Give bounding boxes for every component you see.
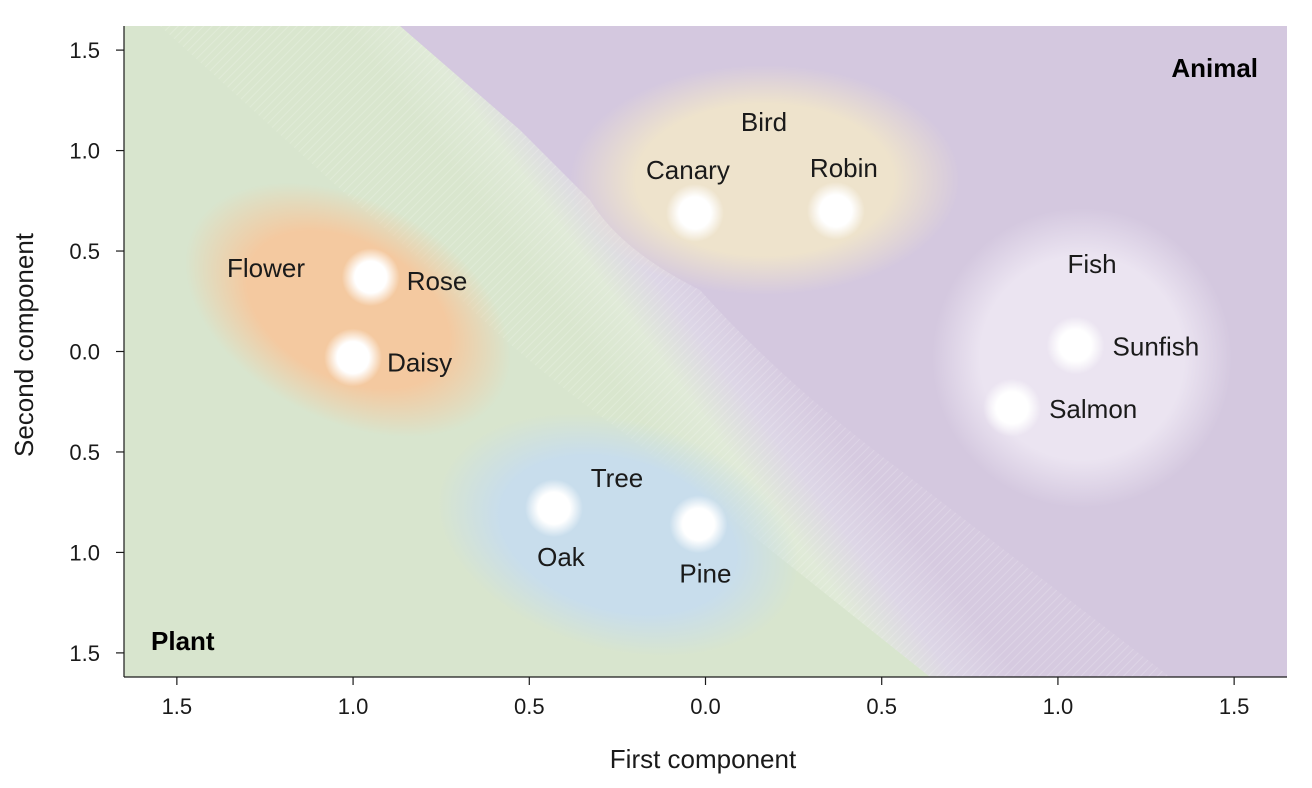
group-label-tree: Tree — [591, 463, 644, 493]
region-label-animal: Animal — [1171, 53, 1258, 83]
point-label-daisy: Daisy — [387, 348, 452, 378]
y-tick-label: 0.5 — [69, 239, 100, 264]
x-tick-label: 1.5 — [162, 694, 193, 719]
y-tick-label: 1.5 — [69, 38, 100, 63]
x-axis-title: First component — [610, 744, 797, 774]
x-tick-label: 1.0 — [1043, 694, 1074, 719]
point-canary — [665, 183, 724, 242]
point-label-salmon: Salmon — [1049, 394, 1137, 424]
y-tick-label: 0.5 — [69, 440, 100, 465]
point-rose — [341, 248, 400, 307]
x-tick-label: 1.0 — [338, 694, 369, 719]
x-tick-label: 0.5 — [866, 694, 897, 719]
point-sunfish — [1046, 316, 1105, 375]
point-label-oak: Oak — [537, 542, 586, 572]
flower-cluster — [185, 182, 511, 438]
point-label-pine: Pine — [679, 558, 731, 588]
point-salmon — [983, 378, 1042, 437]
group-label-bird: Bird — [741, 107, 787, 137]
y-tick-label: 1.0 — [69, 540, 100, 565]
point-robin — [806, 181, 865, 240]
tree-cluster — [437, 413, 799, 657]
y-tick-label: 1.0 — [69, 139, 100, 164]
y-tick-label: 1.5 — [69, 641, 100, 666]
point-label-robin: Robin — [810, 153, 878, 183]
point-label-sunfish: Sunfish — [1113, 331, 1200, 361]
point-daisy — [324, 328, 383, 387]
x-tick-label: 0.5 — [514, 694, 545, 719]
x-tick-label: 0.0 — [690, 694, 721, 719]
group-label-fish: Fish — [1067, 249, 1116, 279]
boundary-hatch — [160, 26, 1170, 677]
point-pine — [669, 495, 728, 554]
bird-cluster — [570, 65, 960, 295]
x-tick-label: 1.5 — [1219, 694, 1250, 719]
region-label-plant: Plant — [151, 626, 215, 656]
point-label-canary: Canary — [646, 155, 730, 185]
y-axis-title: Second component — [9, 232, 39, 457]
group-label-flower: Flower — [227, 253, 305, 283]
y-tick-label: 0.0 — [69, 340, 100, 365]
point-oak — [524, 479, 583, 538]
point-label-rose: Rose — [407, 266, 468, 296]
plot-area — [124, 26, 1287, 677]
